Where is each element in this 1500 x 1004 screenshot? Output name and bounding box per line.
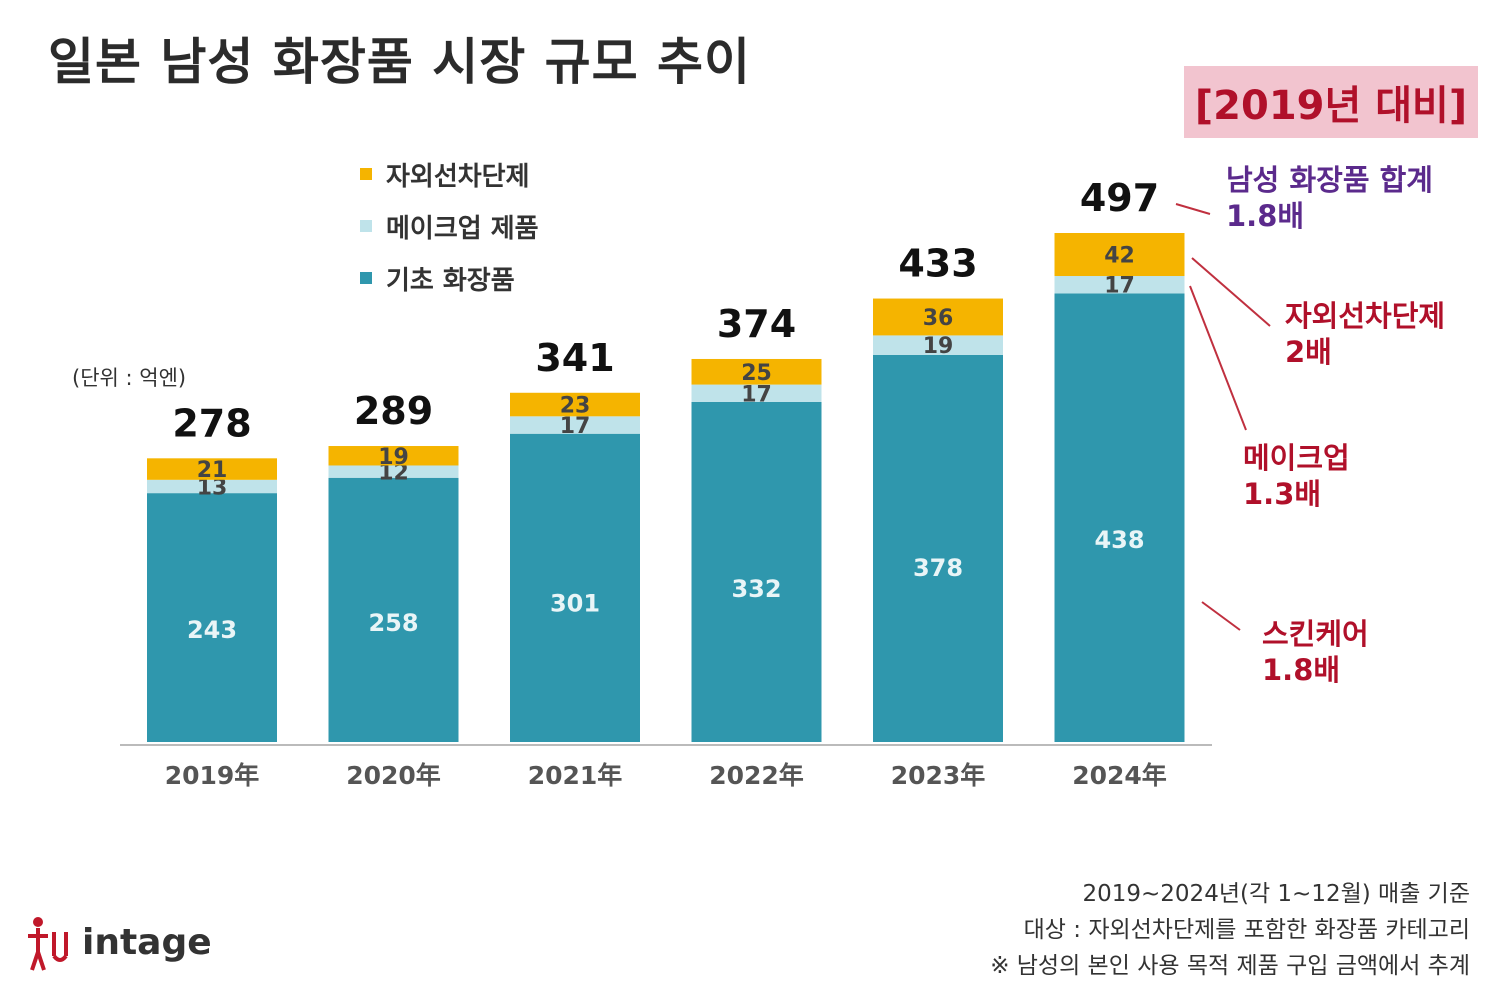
bar-total-label: 341 xyxy=(535,336,614,380)
bar-value-label: 301 xyxy=(550,589,600,617)
source-line-period: 2019~2024년(각 1~12월) 매출 기준 xyxy=(1082,881,1470,907)
bar-segment-0-2 xyxy=(510,433,640,742)
source-line-scope: 대상 : 자외선차단제를 포함한 화장품 카테고리 xyxy=(1023,917,1470,943)
bar-value-label: 243 xyxy=(187,616,237,644)
source-line-method: ※ 남성의 본인 사용 목적 제품 구입 금액에서 추계 xyxy=(990,953,1470,979)
unit-note: (단위 : 억엔) xyxy=(72,366,187,390)
bar-segment-2-4 xyxy=(873,298,1003,336)
legend-swatch-makeup xyxy=(360,220,372,232)
bar-segment-2-1 xyxy=(328,446,459,466)
x-tick-label: 2023年 xyxy=(891,761,986,790)
legend-swatch-sunscreen xyxy=(360,168,372,180)
bar-value-label: 258 xyxy=(368,609,418,637)
annotation-leader-line xyxy=(1175,203,1211,215)
annotation-leader-line xyxy=(1189,285,1247,431)
bar-value-label: 378 xyxy=(913,554,963,582)
legend-item-skincare: 기초 화장품 xyxy=(360,252,539,304)
annotation-value: 1.8배 xyxy=(1226,199,1304,233)
bar-value-label: 17 xyxy=(1104,274,1135,299)
x-tick-label: 2020年 xyxy=(346,761,441,790)
legend-item-sunscreen: 자외선차단제 xyxy=(360,148,539,200)
bar-segment-0-0 xyxy=(147,493,277,742)
x-tick-label: 2019年 xyxy=(165,761,260,790)
legend-label-makeup: 메이크업 제품 xyxy=(386,213,539,244)
legend-item-makeup: 메이크업 제품 xyxy=(360,200,539,252)
bar-segment-2-0 xyxy=(147,458,277,480)
bar-value-label: 21 xyxy=(197,458,228,483)
bar-value-label: 36 xyxy=(923,306,954,331)
legend-swatch-skincare xyxy=(360,272,372,284)
chart-title: 일본 남성 화장품 시장 규모 추이 xyxy=(48,33,752,91)
annotation-value: 1.8배 xyxy=(1262,653,1340,687)
bar-value-label: 438 xyxy=(1094,526,1144,554)
bar-total-label: 374 xyxy=(717,302,796,346)
x-tick-label: 2024年 xyxy=(1072,761,1167,790)
bar-value-label: 19 xyxy=(378,445,409,470)
bar-segment-0-5 xyxy=(1054,293,1185,742)
x-tick-label: 2021年 xyxy=(528,761,623,790)
bar-segment-0-1 xyxy=(328,477,459,742)
bar-total-label: 433 xyxy=(898,242,977,286)
bar-value-label: 42 xyxy=(1104,244,1135,269)
bar-value-label: 25 xyxy=(741,361,772,386)
bar-segment-2-5 xyxy=(1054,233,1185,277)
logo-text: intage xyxy=(82,921,212,963)
bar-segment-2-2 xyxy=(510,392,640,417)
bar-value-label: 23 xyxy=(560,394,591,419)
bar-segment-1-0 xyxy=(147,479,277,494)
intage-logo: intage xyxy=(22,912,212,972)
logo-mark-icon xyxy=(28,917,68,971)
legend-label-sunscreen: 자외선차단제 xyxy=(386,161,530,192)
bar-total-label: 497 xyxy=(1080,176,1159,220)
bar-segment-1-3 xyxy=(691,384,822,402)
source-notes: 2019~2024년(각 1~12월) 매출 기준 대상 : 자외선차단제를 포… xyxy=(990,876,1470,984)
bar-value-label: 19 xyxy=(923,334,954,359)
annotation-value: 1.3배 xyxy=(1243,477,1321,511)
bar-total-label: 278 xyxy=(172,401,251,445)
bar-segment-0-4 xyxy=(873,354,1003,742)
bar-segment-0-3 xyxy=(691,401,822,742)
bar-value-label: 332 xyxy=(731,575,781,603)
comparison-badge: [2019년 대비] xyxy=(1184,66,1478,138)
annotation-leader-line xyxy=(1191,257,1271,327)
bar-segment-2-3 xyxy=(691,358,822,385)
legend-label-skincare: 기초 화장품 xyxy=(386,265,515,296)
annotation-heading: 남성 화장품 합계 xyxy=(1226,163,1433,197)
bar-value-label: 17 xyxy=(560,414,591,439)
annotation-heading: 메이크업 xyxy=(1243,441,1350,475)
bar-value-label: 17 xyxy=(741,382,772,407)
bar-segment-1-1 xyxy=(328,465,459,478)
annotation-leader-line xyxy=(1201,601,1241,631)
annotation-heading: 자외선차단제 xyxy=(1285,299,1445,333)
annotation-value: 2배 xyxy=(1285,335,1332,369)
annotation-heading: 스킨케어 xyxy=(1262,617,1369,651)
legend: 자외선차단제 메이크업 제품 기초 화장품 xyxy=(360,148,539,304)
bar-segment-1-2 xyxy=(510,416,640,434)
bar-segment-1-5 xyxy=(1054,276,1185,294)
x-tick-label: 2022年 xyxy=(709,761,804,790)
bar-segment-1-4 xyxy=(873,335,1003,355)
bar-total-label: 289 xyxy=(354,389,433,433)
